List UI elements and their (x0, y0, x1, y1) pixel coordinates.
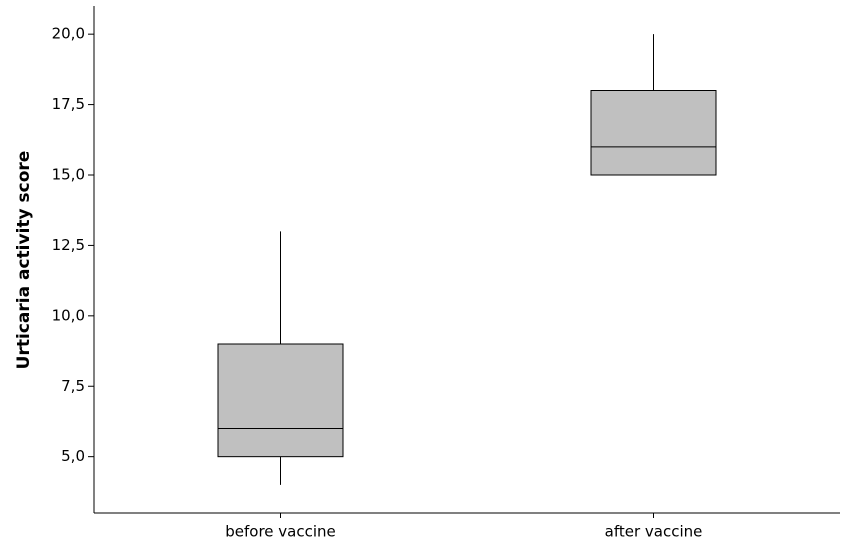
y-tick-label: 17,5 (52, 95, 85, 113)
box (590, 90, 717, 176)
x-tick-label: before vaccine (225, 523, 336, 541)
y-tick-label: 5,0 (61, 447, 85, 465)
y-tick-label: 10,0 (52, 306, 85, 324)
box (217, 343, 344, 458)
y-axis-label: Urticaria activity score (14, 151, 34, 370)
y-tick-label: 15,0 (52, 166, 85, 184)
y-tick-label: 20,0 (52, 25, 85, 43)
x-tick-label: after vaccine (605, 523, 703, 541)
y-tick-label: 12,5 (52, 236, 85, 254)
y-tick-label: 7,5 (61, 377, 85, 395)
